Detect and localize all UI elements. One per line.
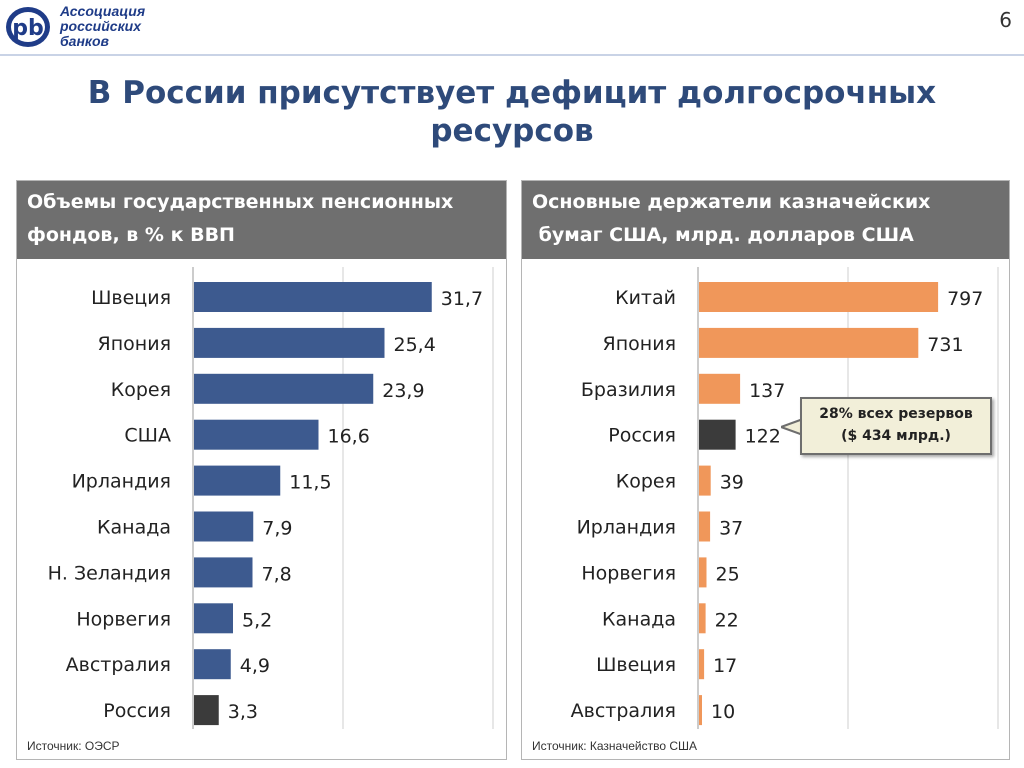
- callout-line-2: ($ 434 млрд.): [841, 428, 951, 444]
- header-divider: [0, 54, 1024, 56]
- panel-title-line-1: Основные держатели казначейских: [532, 191, 931, 213]
- bar-4: [194, 419, 319, 450]
- bar-10: [699, 695, 702, 726]
- value-label: 731: [927, 334, 963, 356]
- value-label: 23,9: [382, 380, 424, 402]
- bar-3: [194, 373, 374, 404]
- bar-6: [194, 511, 254, 542]
- bar-9: [699, 649, 705, 680]
- category-label: Норвегия: [76, 608, 171, 630]
- bar-7: [699, 557, 707, 588]
- bar-5: [194, 465, 281, 496]
- category-label: Корея: [616, 471, 676, 493]
- value-label: 4,9: [240, 655, 270, 677]
- value-label: 11,5: [289, 472, 331, 494]
- category-label: Норвегия: [581, 562, 676, 584]
- category-label: Корея: [111, 379, 171, 401]
- panel-title-line-2: бумаг США, млрд. долларов США: [532, 224, 914, 246]
- bar-8: [699, 603, 706, 634]
- svg-text:рb: рb: [12, 16, 44, 41]
- bar-1: [699, 282, 939, 312]
- value-label: 5,2: [242, 609, 272, 631]
- category-label: Канада: [602, 608, 676, 630]
- treasury-holders-panel: Основные держатели казначейских бумаг СШ…: [521, 180, 1010, 760]
- category-label: Н. Зеландия: [48, 562, 171, 584]
- category-label: Канада: [97, 517, 171, 539]
- bar-6: [699, 511, 711, 542]
- category-label: Швеция: [596, 654, 676, 676]
- category-label: Австралия: [66, 654, 171, 676]
- logo-line-3: банков: [60, 33, 110, 49]
- russia-reserves-callout: 28% всех резервов ($ 434 млрд.): [800, 397, 992, 455]
- logo-line-2: российских: [60, 18, 141, 34]
- logo-text: Ассоциация российских банков: [60, 4, 145, 49]
- bar-8: [194, 603, 233, 634]
- logo-line-1: Ассоциация: [60, 3, 146, 19]
- treasury-holders-source: Источник: Казначейство США: [532, 739, 698, 753]
- value-label: 16,6: [328, 426, 370, 448]
- panel-title-line-2: фондов, в % к ВВП: [27, 224, 235, 246]
- treasury-holders-panel-header: Основные держатели казначейских бумаг СШ…: [522, 181, 1009, 259]
- pension-funds-bar-chart: Швеция 31,7 Япония 25,4 Корея 23,9 США 16,6 Ирла…: [48, 267, 494, 729]
- panel-title-line-1: Объемы государственных пенсионных: [27, 191, 454, 213]
- arb-emblem-icon: рb: [6, 7, 50, 47]
- value-label: 3,3: [228, 701, 258, 723]
- bar-3: [699, 373, 741, 404]
- category-label: Россия: [608, 425, 676, 447]
- pension-funds-panel: Объемы государственных пенсионных фондов…: [16, 180, 507, 760]
- page-number: 6: [999, 8, 1012, 32]
- value-label: 25: [716, 563, 740, 585]
- value-label: 137: [749, 380, 785, 402]
- pension-funds-source: Источник: ОЭСР: [27, 739, 120, 753]
- value-label: 7,8: [262, 563, 292, 585]
- value-label: 10: [711, 701, 735, 723]
- bar-7: [194, 557, 253, 588]
- callout-line-1: 28% всех резервов: [819, 406, 973, 422]
- bar-1: [194, 282, 432, 312]
- category-label: Швеция: [91, 287, 171, 309]
- value-label: 17: [713, 655, 737, 677]
- bar-5: [699, 465, 711, 496]
- treasury-holders-bar-chart: Китай 797 Япония 731 Бразилия 137 Россия 122 Кор…: [571, 267, 999, 729]
- bar-9: [194, 649, 231, 680]
- pension-funds-panel-header: Объемы государственных пенсионных фондов…: [17, 181, 506, 259]
- bar-2: [699, 327, 919, 358]
- category-label: Китай: [615, 287, 676, 309]
- value-label: 7,9: [262, 518, 292, 540]
- value-label: 25,4: [394, 334, 436, 356]
- category-label: Япония: [98, 333, 171, 355]
- slide-title: В России присутствует дефицит долгосрочн…: [87, 75, 937, 149]
- category-label: Япония: [603, 333, 676, 355]
- value-label: 122: [745, 426, 781, 448]
- value-label: 797: [947, 288, 983, 310]
- value-label: 22: [715, 609, 739, 631]
- category-label: Австралия: [571, 700, 676, 722]
- value-label: 31,7: [441, 288, 483, 310]
- category-label: Бразилия: [581, 379, 676, 401]
- arb-logo: рb Ассоциация российских банков: [4, 2, 164, 54]
- category-label: Ирландия: [577, 517, 676, 539]
- category-label: США: [124, 425, 171, 447]
- bar-10: [194, 695, 219, 726]
- value-label: 39: [720, 472, 744, 494]
- bar-2: [194, 327, 385, 358]
- category-label: Россия: [103, 700, 171, 722]
- category-label: Ирландия: [72, 471, 171, 493]
- value-label: 37: [719, 518, 743, 540]
- bar-4: [699, 419, 736, 450]
